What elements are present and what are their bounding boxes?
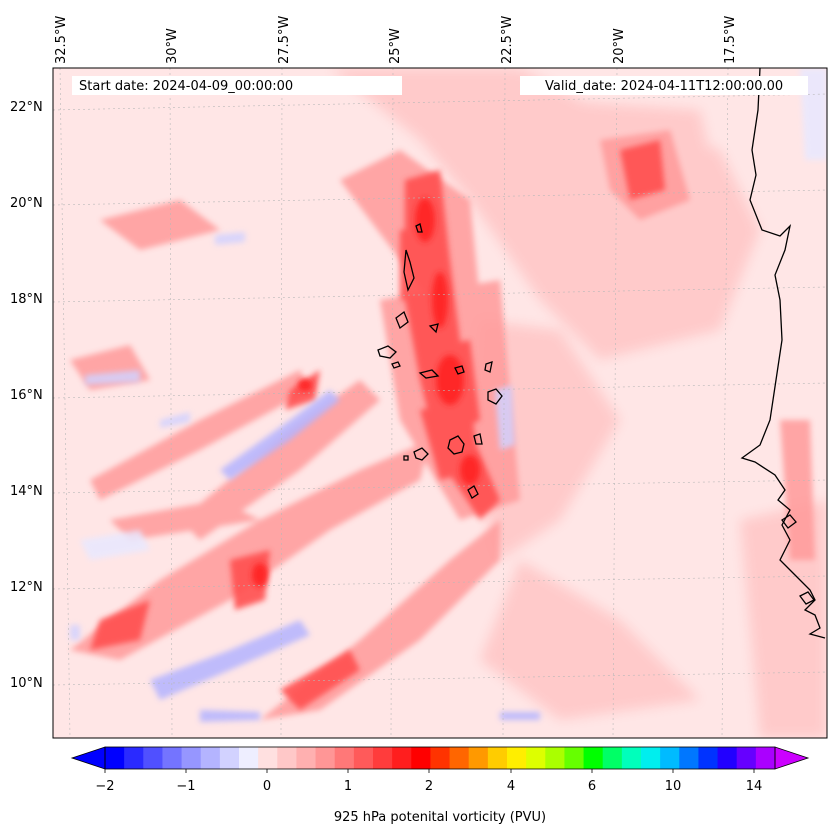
lon-label: 25°W (388, 28, 403, 64)
colorbar-segment (162, 747, 183, 769)
colorbar-tick-label: 10 (665, 779, 682, 794)
colorbar-segment (679, 747, 700, 769)
colorbar-tick-label: 4 (507, 779, 515, 794)
colorbar-tick-labels: −2 −1 0 1 2 4 6 10 14 (95, 779, 762, 794)
colorbar-segments (105, 747, 776, 769)
colorbar-segment (621, 747, 642, 769)
colorbar-segment (239, 747, 259, 769)
longitude-labels: 32.5°W 30°W 27.5°W 25°W 22.5°W 20°W 17.5… (54, 16, 738, 64)
colorbar-segment (545, 747, 566, 769)
colorbar-tick-label: −1 (176, 779, 195, 794)
start-date-text: Start date: 2024-04-09_00:00:00 (79, 79, 293, 94)
cape-verde-islands (377, 223, 503, 499)
colorbar-segment (334, 747, 355, 769)
colorbar-segment (602, 747, 623, 769)
colorbar-tick-label: 6 (588, 779, 596, 794)
colorbar-segment (526, 747, 546, 769)
colorbar-segment (143, 747, 164, 769)
lat-label: 12°N (10, 580, 43, 595)
colorbar-segment (124, 747, 144, 769)
colorbar-tick-label: 2 (425, 779, 433, 794)
colorbar-frame (104, 746, 776, 770)
lon-label: 32.5°W (54, 16, 69, 64)
colorbar: −2 −1 0 1 2 4 6 10 14 925 hPa potenital … (70, 746, 810, 825)
lon-label: 30°W (165, 28, 180, 64)
colorbar-segment (583, 747, 604, 769)
lon-label: 17.5°W (723, 16, 738, 64)
colorbar-segment (660, 747, 680, 769)
colorbar-tick-label: 1 (344, 779, 352, 794)
colorbar-over-arrow (774, 746, 810, 770)
colorbar-segment (315, 747, 336, 769)
colorbar-segment (507, 747, 527, 769)
colorbar-tick-label: 0 (263, 779, 271, 794)
colorbar-segment (296, 747, 317, 769)
lat-label: 14°N (10, 484, 43, 499)
lat-label: 18°N (10, 292, 43, 307)
map-panel (53, 68, 827, 738)
colorbar-segment (564, 747, 585, 769)
colorbar-tick-label: 14 (746, 779, 763, 794)
lat-label: 20°N (10, 196, 43, 211)
colorbar-segment (411, 747, 432, 769)
colorbar-segment (698, 747, 719, 769)
valid-date-box (520, 76, 808, 95)
colorbar-under-arrow (70, 746, 106, 770)
map-border (52, 67, 828, 739)
colorbar-segment (200, 747, 221, 769)
colorbar-segment (373, 747, 393, 769)
colorbar-segment (258, 747, 278, 769)
colorbar-segment (755, 747, 776, 769)
lon-label: 27.5°W (277, 16, 292, 64)
africa-coastline (740, 68, 826, 639)
colorbar-segment (392, 747, 412, 769)
colorbar-segment (219, 747, 240, 769)
colorbar-segment (449, 747, 470, 769)
graticule (53, 68, 827, 738)
colorbar-label: 925 hPa potenital vorticity (PVU) (334, 810, 546, 825)
lat-label: 10°N (10, 676, 43, 691)
colorbar-segment (487, 747, 508, 769)
valid-date-text: Valid_date: 2024-04-11T12:00:00.00 (545, 79, 783, 94)
colorbar-segment (105, 747, 125, 769)
colorbar-segment (468, 747, 489, 769)
colorbar-segment (430, 747, 451, 769)
colorbar-segment (353, 747, 374, 769)
colorbar-ticks (104, 769, 755, 773)
lat-label: 22°N (10, 100, 43, 115)
colorbar-segment (181, 747, 202, 769)
start-date-box (72, 76, 402, 95)
lon-label: 20°W (612, 28, 627, 64)
colorbar-segment (277, 747, 298, 769)
latitude-labels: 22°N 20°N 18°N 16°N 14°N 12°N 10°N (10, 100, 43, 691)
lon-label: 22.5°W (500, 16, 515, 64)
colorbar-tick-label: −2 (95, 779, 114, 794)
colorbar-segment (736, 747, 757, 769)
colorbar-segment (641, 747, 661, 769)
lat-label: 16°N (10, 388, 43, 403)
colorbar-segment (717, 747, 738, 769)
